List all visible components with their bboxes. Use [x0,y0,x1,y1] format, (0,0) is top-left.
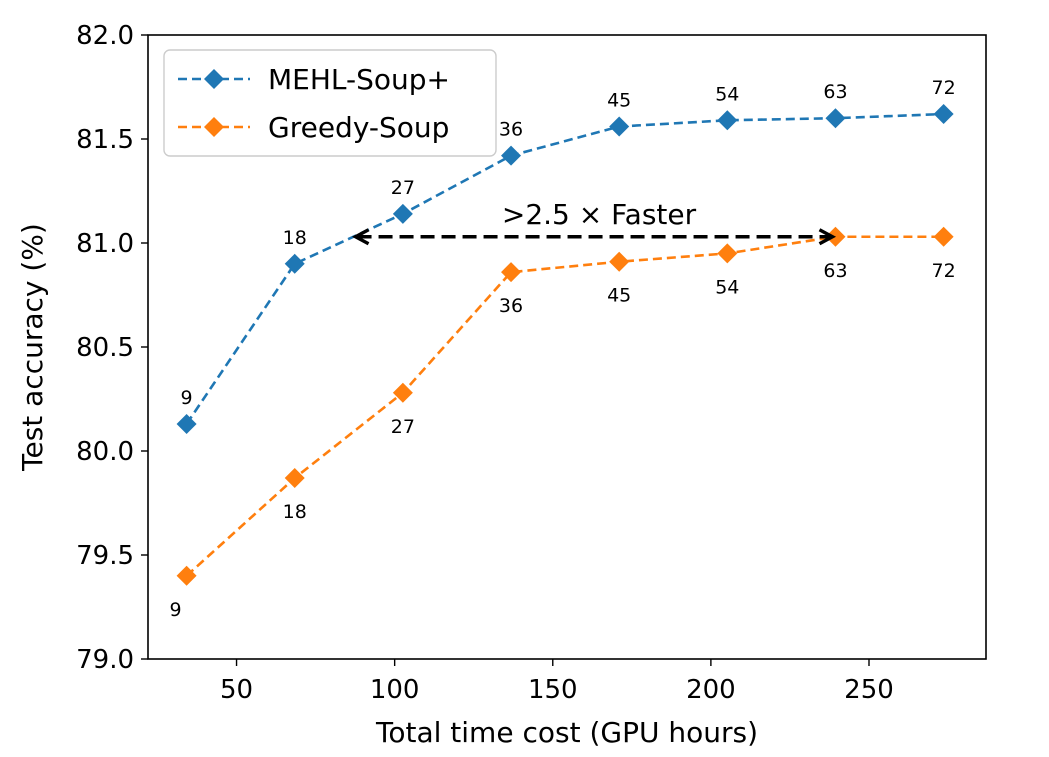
point-label: 45 [607,90,631,112]
point-label: 45 [607,285,631,307]
y-axis-title: Test accuracy (%) [16,223,49,472]
data-point [392,203,413,224]
point-label: 18 [283,501,307,523]
point-label: 27 [391,416,415,438]
annotation-arrowhead-left [351,228,370,246]
point-label: 36 [499,295,523,317]
y-tick-label: 81.5 [76,125,134,155]
point-label: 63 [823,81,847,103]
legend-label: MEHL-Soup+ [268,63,450,96]
data-point [609,116,630,137]
data-point [501,145,522,166]
y-tick-label: 79.5 [76,541,134,571]
x-tick-label: 250 [844,675,894,705]
data-point [933,226,954,247]
data-point [284,468,305,489]
y-tick-label: 82.0 [76,21,134,51]
point-label: 27 [391,177,415,199]
y-tick-label: 79.0 [76,645,134,675]
legend-box [163,49,497,157]
legend: MEHL-Soup+ Greedy-Soup [163,49,497,157]
x-tick-label: 50 [220,675,253,705]
data-point [933,104,954,125]
point-label: 18 [283,227,307,249]
plot-area: 9 18 27 36 45 54 63 72 9 18 27 36 45 54 63 72 [170,77,956,621]
data-point [609,251,630,272]
x-axis-title: Total time cost (GPU hours) [375,716,758,749]
series-line-2 [185,235,944,577]
legend-label: Greedy-Soup [268,111,449,144]
point-label: 9 [170,599,182,621]
data-point [176,413,197,434]
data-point [717,110,738,131]
annotation: >2.5 × Faster [351,198,837,246]
x-tick-label: 200 [686,675,736,705]
annotation-text: >2.5 × Faster [502,198,697,231]
point-label: 72 [932,77,956,99]
legend-marker [204,69,224,89]
annotation-arrowhead-right [818,228,837,246]
data-point [825,108,846,129]
series-line-1 [185,112,944,425]
legend-marker [204,117,224,137]
x-tick-label: 150 [528,675,578,705]
y-tick-label: 81.0 [76,229,134,259]
ticks: 50 100 150 200 250 79.0 79.5 80.0 80.5 81.0 81.5 82… [76,21,894,705]
point-label: 54 [715,276,739,298]
y-tick-label: 80.5 [76,333,134,363]
point-label: 63 [823,260,847,282]
point-label: 54 [715,83,739,105]
data-point [392,382,413,403]
point-label: 72 [932,260,956,282]
y-tick-label: 80.0 [76,437,134,467]
data-point [501,262,522,283]
point-label: 36 [499,119,523,141]
data-point [717,243,738,264]
point-label: 9 [181,387,193,409]
data-point [284,253,305,274]
data-point [176,565,197,586]
x-tick-label: 100 [370,675,420,705]
